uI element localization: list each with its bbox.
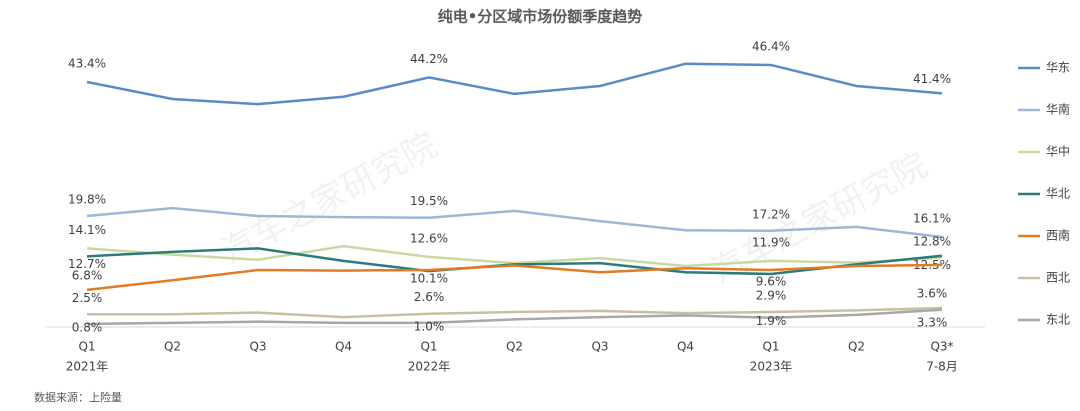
data-label: 11.9% xyxy=(752,235,790,249)
x-tick-label: Q4 xyxy=(677,340,694,354)
x-tick-label: Q1 xyxy=(762,340,779,354)
x-tick-label: Q2 xyxy=(164,340,181,354)
data-label: 12.7% xyxy=(68,257,106,271)
data-label: 43.4% xyxy=(68,56,106,70)
x-tick-label: Q3* xyxy=(930,340,953,354)
x-tick-sublabel: 2021年 xyxy=(66,360,109,374)
data-label: 41.4% xyxy=(913,72,951,86)
data-label: 6.8% xyxy=(72,268,103,282)
data-label: 19.8% xyxy=(68,193,106,207)
legend-label: 华中 xyxy=(1046,144,1070,159)
x-tick-label: Q1 xyxy=(78,340,95,354)
data-label: 2.5% xyxy=(72,291,103,305)
x-tick-label: Q1 xyxy=(420,340,437,354)
data-label: 14.1% xyxy=(68,223,106,237)
data-label: 3.6% xyxy=(917,287,948,301)
x-tick-sublabel: 7-8月 xyxy=(926,360,958,374)
line-series xyxy=(86,308,943,326)
x-tick-sublabel: 2022年 xyxy=(408,360,451,374)
line-series xyxy=(86,62,943,106)
source: 数据来源：上险量 xyxy=(34,390,122,404)
data-label: 46.4% xyxy=(752,39,790,53)
data-label: 12.6% xyxy=(410,231,448,245)
data-label: 0.8% xyxy=(72,320,103,334)
data-label: 19.5% xyxy=(410,194,448,208)
x-tick-label: Q2 xyxy=(506,340,523,354)
chart-title: 纯电•分区域市场份额季度趋势 xyxy=(438,8,643,26)
x-tick-sublabel: 2023年 xyxy=(750,360,793,374)
data-label: 10.1% xyxy=(410,272,448,286)
x-tick-label: Q2 xyxy=(848,340,865,354)
legend-label: 华东 xyxy=(1046,61,1070,75)
legend-label: 华北 xyxy=(1046,187,1070,201)
x-tick-label: Q3 xyxy=(591,340,608,354)
data-label: 1.9% xyxy=(756,314,787,328)
line-series xyxy=(86,206,943,239)
line-series xyxy=(86,263,943,292)
data-label: 1.0% xyxy=(414,319,445,333)
line-series xyxy=(87,306,943,319)
data-label: 2.6% xyxy=(414,290,445,304)
legend-label: 华南 xyxy=(1046,102,1070,117)
legend-label: 东北 xyxy=(1046,313,1070,327)
x-tick-label: Q4 xyxy=(335,340,352,354)
data-label: 16.1% xyxy=(913,212,951,226)
data-label: 12.8% xyxy=(913,234,951,248)
data-label: 3.3% xyxy=(917,315,948,329)
data-label: 9.6% xyxy=(756,274,787,288)
data-label: 44.2% xyxy=(410,52,448,66)
legend-label: 西北 xyxy=(1046,271,1070,285)
x-tick-label: Q3 xyxy=(249,340,266,354)
data-label: 2.9% xyxy=(756,289,787,303)
legend-label: 西南 xyxy=(1046,228,1070,243)
data-label: 17.2% xyxy=(752,207,790,221)
